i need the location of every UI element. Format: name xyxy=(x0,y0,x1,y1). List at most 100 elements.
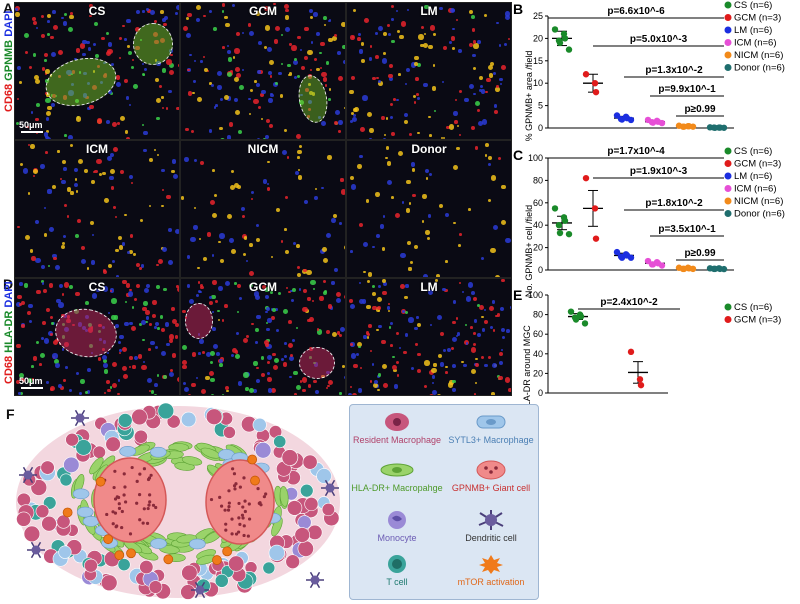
cell-dot xyxy=(324,84,328,87)
cell-dot xyxy=(337,51,342,55)
cell-dot xyxy=(33,53,37,57)
cell-dot xyxy=(413,101,417,104)
scale-bar xyxy=(21,131,43,133)
mtor-activation xyxy=(212,555,222,565)
cell-dot xyxy=(456,335,459,338)
cell-dot xyxy=(367,279,371,284)
giant-cell-nucleus xyxy=(257,501,261,506)
cell-dot xyxy=(217,71,223,77)
cell-dot xyxy=(453,111,458,116)
cell-dot xyxy=(377,296,383,302)
cell-dot xyxy=(455,317,459,320)
giant-cell-nucleus xyxy=(232,484,237,488)
cell-dot xyxy=(447,382,453,388)
giant-cell-nucleus xyxy=(113,497,118,501)
cell-dot xyxy=(130,66,135,70)
cell-dot xyxy=(109,289,113,293)
cell-dot xyxy=(408,267,412,271)
cell-dot xyxy=(294,170,299,175)
cell-dot xyxy=(140,264,145,268)
legend-marker xyxy=(724,14,732,21)
sytl3-macrophage xyxy=(189,538,206,550)
cell-dot xyxy=(424,230,430,235)
cell-dot xyxy=(233,98,238,102)
cell-dot xyxy=(82,52,86,57)
outer-cell xyxy=(321,502,335,517)
cell-dot xyxy=(388,303,391,306)
cell-dot xyxy=(339,326,345,333)
cell-dot xyxy=(132,83,138,89)
cell-dot xyxy=(249,243,253,247)
cell-dot xyxy=(368,56,373,61)
cell-dot xyxy=(21,323,25,328)
cell-dot xyxy=(111,298,117,304)
cell-dot xyxy=(490,247,496,254)
cell-dot xyxy=(85,301,90,306)
cell-dot xyxy=(275,207,280,212)
cell-dot xyxy=(484,143,489,148)
cell-dot xyxy=(340,189,345,195)
legend-marker xyxy=(724,303,732,311)
cell-dot xyxy=(60,177,63,181)
cell-dot xyxy=(402,310,405,313)
cell-dot xyxy=(219,137,225,139)
outer-cell xyxy=(302,454,318,470)
cell-dot xyxy=(412,194,416,198)
cell-dot xyxy=(439,362,445,367)
legend-item-hla: HLA-DR+ Macropahge xyxy=(350,459,444,493)
cell-dot xyxy=(472,297,477,302)
cell-dot xyxy=(200,388,207,395)
cell-dot xyxy=(373,382,379,388)
cell-dot xyxy=(74,234,79,239)
cell-dot xyxy=(362,270,366,274)
data-point xyxy=(582,71,590,78)
cell-dot xyxy=(64,203,67,207)
cell-dot xyxy=(237,129,242,134)
cell-dot xyxy=(176,287,179,293)
cell-dot xyxy=(394,212,400,218)
cell-dot xyxy=(499,83,502,86)
data-point xyxy=(613,248,621,256)
cell-dot xyxy=(234,48,240,54)
cell-dot xyxy=(227,71,233,77)
cell-dot xyxy=(452,379,456,384)
cell-dot xyxy=(59,385,65,391)
cell-dot xyxy=(253,361,258,366)
cell-dot xyxy=(210,377,216,383)
cell-dot xyxy=(284,228,288,231)
cell-dot xyxy=(236,73,241,79)
cell-dot xyxy=(490,326,494,330)
cell-dot xyxy=(436,393,442,395)
cell-dot xyxy=(299,380,302,383)
outer-cell xyxy=(268,544,285,562)
cell-dot xyxy=(332,332,338,338)
cell-dot xyxy=(461,291,464,294)
cell-dot xyxy=(165,107,169,110)
cell-dot xyxy=(403,350,408,355)
cell-dot xyxy=(358,33,361,37)
cell-dot xyxy=(115,249,119,253)
cell-dot xyxy=(212,327,217,332)
cell-dot xyxy=(41,67,46,71)
cell-dot xyxy=(229,185,235,191)
cell-dot xyxy=(287,319,292,324)
cell-dot xyxy=(209,371,215,377)
cell-dot xyxy=(234,282,237,285)
cell-dot xyxy=(74,178,78,181)
cell-dot xyxy=(385,156,388,160)
outer-cell xyxy=(157,402,175,420)
cell-dot xyxy=(80,379,85,384)
cell-dot xyxy=(25,51,29,55)
giant-cell-nucleus xyxy=(219,504,224,508)
cell-dot xyxy=(343,107,345,110)
cell-dot xyxy=(255,327,260,332)
cell-dot xyxy=(465,342,468,345)
cell-dot xyxy=(268,70,273,75)
cell-dot xyxy=(224,15,228,20)
cell-dot xyxy=(488,64,494,70)
cell-dot xyxy=(366,304,371,310)
cell-dot xyxy=(163,375,168,379)
cell-dot xyxy=(209,300,214,305)
cell-dot xyxy=(290,289,293,292)
